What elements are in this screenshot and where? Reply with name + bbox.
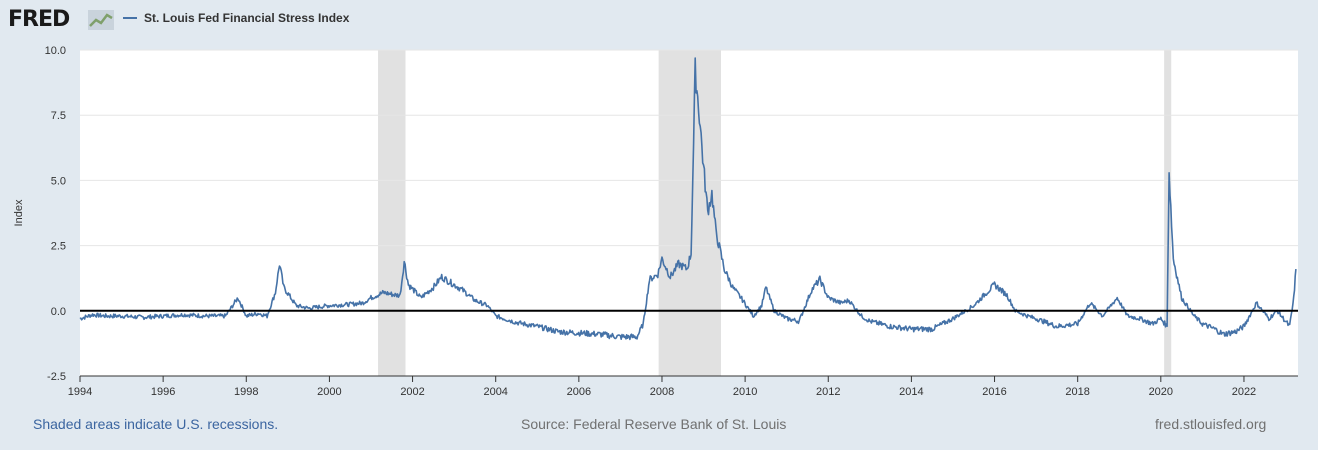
x-tick-label: 2000 bbox=[317, 386, 341, 398]
x-tick-label: 2002 bbox=[400, 386, 424, 398]
y-axis-label: Index bbox=[13, 199, 25, 226]
x-tick-label: 2020 bbox=[1149, 386, 1173, 398]
chart-header: FRED St. Louis Fed Financial Stress Inde… bbox=[0, 0, 1318, 40]
recession-band-2 bbox=[1164, 50, 1172, 376]
y-tick-label: 10.0 bbox=[45, 45, 66, 57]
recession-band-0 bbox=[378, 50, 406, 376]
recession-note: Shaded areas indicate U.S. recessions. bbox=[33, 416, 279, 432]
recession-band-1 bbox=[658, 50, 722, 376]
y-tick-label: -2.5 bbox=[47, 371, 66, 383]
x-tick-label: 2014 bbox=[899, 386, 923, 398]
series-line bbox=[79, 57, 1297, 341]
x-tick-label: 2016 bbox=[982, 386, 1006, 398]
fred-logo[interactable]: FRED bbox=[8, 7, 70, 32]
x-tick-label: 1996 bbox=[151, 386, 175, 398]
chart-legend[interactable]: St. Louis Fed Financial Stress Index bbox=[123, 11, 349, 25]
x-tick-label: 1994 bbox=[68, 386, 92, 398]
y-tick-label: 7.5 bbox=[51, 110, 66, 122]
x-tick-label: 2008 bbox=[650, 386, 674, 398]
x-tick-label: 2006 bbox=[567, 386, 591, 398]
y-tick-label: 0.0 bbox=[51, 306, 66, 318]
x-tick-label: 1998 bbox=[234, 386, 258, 398]
legend-swatch bbox=[123, 17, 137, 19]
y-tick-label: 5.0 bbox=[51, 175, 66, 187]
x-tick-label: 2022 bbox=[1232, 386, 1256, 398]
site-link[interactable]: fred.stlouisfed.org bbox=[1155, 416, 1267, 432]
chart-line-icon bbox=[88, 10, 114, 30]
source-note: Source: Federal Reserve Bank of St. Loui… bbox=[521, 416, 787, 432]
y-tick-label: 2.5 bbox=[51, 241, 66, 253]
x-tick-label: 2004 bbox=[483, 386, 507, 398]
x-tick-label: 2010 bbox=[733, 386, 757, 398]
x-tick-label: 2012 bbox=[816, 386, 840, 398]
legend-label: St. Louis Fed Financial Stress Index bbox=[144, 11, 350, 25]
x-tick-label: 2018 bbox=[1065, 386, 1089, 398]
